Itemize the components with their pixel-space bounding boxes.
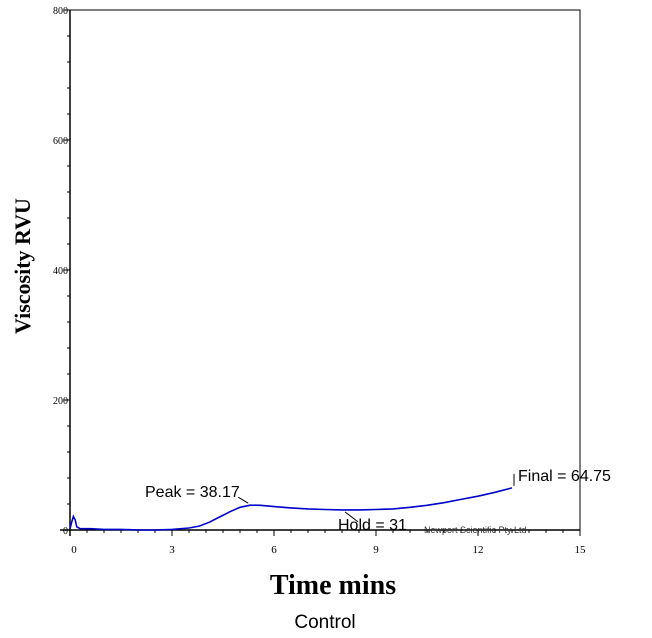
x-tick-label: 12 — [473, 544, 484, 556]
annotations: Peak = 38.17 Hold = 31 Final = 64.75 Newpor… — [145, 468, 611, 535]
y-tick-label: 200 — [53, 396, 68, 407]
y-tick-label: 800 — [53, 6, 68, 17]
x-tick-label: 15 — [575, 544, 587, 556]
axes — [60, 9, 581, 536]
series-line — [69, 487, 513, 531]
x-axis-label: Time mins — [270, 570, 396, 601]
series — [69, 487, 513, 531]
chart-caption: Control — [294, 612, 355, 633]
x-tick-label: 9 — [373, 544, 379, 556]
hold-arrow — [344, 511, 359, 523]
x-tick-label: 3 — [169, 544, 175, 556]
y-tick-label: 0 — [63, 526, 68, 537]
peak-annotation: Peak = 38.17 — [145, 484, 240, 501]
x-tick-label: 0 — [71, 544, 77, 556]
x-tick-label: 6 — [271, 544, 277, 556]
y-tick-label: 600 — [53, 136, 68, 147]
peak-arrow — [237, 496, 249, 504]
watermark-text: Newport Scientific Pty Ltd — [424, 525, 527, 535]
final-annotation: Final = 64.75 — [518, 468, 611, 485]
hold-annotation: Hold = 31 — [338, 517, 407, 534]
ticks: 0 3 6 9 12 15 0 200 400 600 800 — [53, 6, 586, 556]
y-axis-label: Viscosity RVU — [10, 198, 35, 334]
plot-frame — [69, 9, 581, 531]
y-tick-label: 400 — [53, 266, 68, 277]
